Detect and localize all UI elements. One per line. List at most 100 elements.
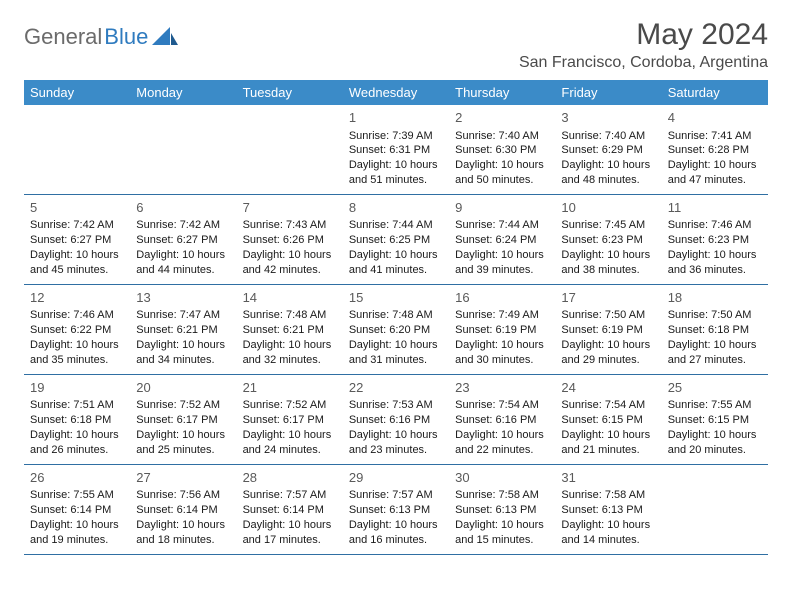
day-number: 19 bbox=[30, 379, 124, 397]
sunset-line: Sunset: 6:21 PM bbox=[243, 323, 337, 338]
calendar-cell: 16Sunrise: 7:49 AMSunset: 6:19 PMDayligh… bbox=[449, 285, 555, 375]
day-info: Sunrise: 7:44 AMSunset: 6:25 PMDaylight:… bbox=[349, 218, 443, 277]
sunrise-line: Sunrise: 7:50 AM bbox=[668, 308, 762, 323]
day-number: 1 bbox=[349, 109, 443, 127]
daylight-line: Daylight: 10 hours and 26 minutes. bbox=[30, 428, 124, 458]
calendar-cell: 29Sunrise: 7:57 AMSunset: 6:13 PMDayligh… bbox=[343, 465, 449, 555]
day-number: 4 bbox=[668, 109, 762, 127]
sunrise-line: Sunrise: 7:40 AM bbox=[455, 129, 549, 144]
daylight-line: Daylight: 10 hours and 48 minutes. bbox=[561, 158, 655, 188]
day-number: 11 bbox=[668, 199, 762, 217]
calendar-cell: 24Sunrise: 7:54 AMSunset: 6:15 PMDayligh… bbox=[555, 375, 661, 465]
day-info: Sunrise: 7:57 AMSunset: 6:13 PMDaylight:… bbox=[349, 488, 443, 547]
day-info: Sunrise: 7:40 AMSunset: 6:29 PMDaylight:… bbox=[561, 129, 655, 188]
calendar-cell: 5Sunrise: 7:42 AMSunset: 6:27 PMDaylight… bbox=[24, 195, 130, 285]
sunset-line: Sunset: 6:15 PM bbox=[668, 413, 762, 428]
calendar-body: 1 Sunrise: 7:39 AMSunset: 6:31 PMDaylight… bbox=[24, 105, 768, 555]
day-number: 7 bbox=[243, 199, 337, 217]
calendar-cell: 19Sunrise: 7:51 AMSunset: 6:18 PMDayligh… bbox=[24, 375, 130, 465]
calendar: SundayMondayTuesdayWednesdayThursdayFrid… bbox=[24, 80, 768, 555]
weekday-header: Saturday bbox=[662, 80, 768, 105]
calendar-cell: 3 Sunrise: 7:40 AMSunset: 6:29 PMDaylight… bbox=[555, 105, 661, 195]
sunrise-line: Sunrise: 7:39 AM bbox=[349, 129, 443, 144]
daylight-line: Daylight: 10 hours and 44 minutes. bbox=[136, 248, 230, 278]
daylight-line: Daylight: 10 hours and 47 minutes. bbox=[668, 158, 762, 188]
sunrise-line: Sunrise: 7:47 AM bbox=[136, 308, 230, 323]
daylight-line: Daylight: 10 hours and 19 minutes. bbox=[30, 518, 124, 548]
sunrise-line: Sunrise: 7:44 AM bbox=[349, 218, 443, 233]
sunrise-line: Sunrise: 7:57 AM bbox=[349, 488, 443, 503]
sunrise-line: Sunrise: 7:45 AM bbox=[561, 218, 655, 233]
day-info: Sunrise: 7:51 AMSunset: 6:18 PMDaylight:… bbox=[30, 398, 124, 457]
sunrise-line: Sunrise: 7:46 AM bbox=[30, 308, 124, 323]
title-block: May 2024 San Francisco, Cordoba, Argenti… bbox=[519, 18, 768, 72]
weekday-header: Tuesday bbox=[237, 80, 343, 105]
calendar-cell: 4Sunrise: 7:41 AMSunset: 6:28 PMDaylight… bbox=[662, 105, 768, 195]
day-number: 9 bbox=[455, 199, 549, 217]
daylight-line: Daylight: 10 hours and 34 minutes. bbox=[136, 338, 230, 368]
calendar-header-row: SundayMondayTuesdayWednesdayThursdayFrid… bbox=[24, 80, 768, 105]
daylight-line: Daylight: 10 hours and 32 minutes. bbox=[243, 338, 337, 368]
calendar-cell: 25Sunrise: 7:55 AMSunset: 6:15 PMDayligh… bbox=[662, 375, 768, 465]
day-number: 5 bbox=[30, 199, 124, 217]
day-info: Sunrise: 7:58 AMSunset: 6:13 PMDaylight:… bbox=[561, 488, 655, 547]
calendar-cell: 22Sunrise: 7:53 AMSunset: 6:16 PMDayligh… bbox=[343, 375, 449, 465]
calendar-cell: 11Sunrise: 7:46 AMSunset: 6:23 PMDayligh… bbox=[662, 195, 768, 285]
day-number: 15 bbox=[349, 289, 443, 307]
day-number: 31 bbox=[561, 469, 655, 487]
daylight-line: Daylight: 10 hours and 23 minutes. bbox=[349, 428, 443, 458]
weekday-header: Wednesday bbox=[343, 80, 449, 105]
logo-text-blue: Blue bbox=[104, 24, 148, 50]
sunrise-line: Sunrise: 7:54 AM bbox=[455, 398, 549, 413]
day-number: 10 bbox=[561, 199, 655, 217]
daylight-line: Daylight: 10 hours and 51 minutes. bbox=[349, 158, 443, 188]
calendar-cell-empty bbox=[662, 465, 768, 555]
logo-text-general: General bbox=[24, 24, 102, 50]
day-info: Sunrise: 7:56 AMSunset: 6:14 PMDaylight:… bbox=[136, 488, 230, 547]
daylight-line: Daylight: 10 hours and 36 minutes. bbox=[668, 248, 762, 278]
sunset-line: Sunset: 6:27 PM bbox=[30, 233, 124, 248]
daylight-line: Daylight: 10 hours and 16 minutes. bbox=[349, 518, 443, 548]
calendar-cell: 15Sunrise: 7:48 AMSunset: 6:20 PMDayligh… bbox=[343, 285, 449, 375]
month-year: May 2024 bbox=[519, 18, 768, 52]
day-info: Sunrise: 7:39 AMSunset: 6:31 PMDaylight:… bbox=[349, 129, 443, 188]
day-number: 3 bbox=[561, 109, 655, 127]
day-info: Sunrise: 7:55 AMSunset: 6:15 PMDaylight:… bbox=[668, 398, 762, 457]
day-number: 21 bbox=[243, 379, 337, 397]
daylight-line: Daylight: 10 hours and 29 minutes. bbox=[561, 338, 655, 368]
sunrise-line: Sunrise: 7:50 AM bbox=[561, 308, 655, 323]
sunrise-line: Sunrise: 7:49 AM bbox=[455, 308, 549, 323]
sunset-line: Sunset: 6:16 PM bbox=[349, 413, 443, 428]
day-info: Sunrise: 7:48 AMSunset: 6:20 PMDaylight:… bbox=[349, 308, 443, 367]
day-number: 12 bbox=[30, 289, 124, 307]
weekday-header: Thursday bbox=[449, 80, 555, 105]
day-info: Sunrise: 7:40 AMSunset: 6:30 PMDaylight:… bbox=[455, 129, 549, 188]
day-number: 29 bbox=[349, 469, 443, 487]
daylight-line: Daylight: 10 hours and 41 minutes. bbox=[349, 248, 443, 278]
day-number: 30 bbox=[455, 469, 549, 487]
sunset-line: Sunset: 6:21 PM bbox=[136, 323, 230, 338]
calendar-cell: 6Sunrise: 7:42 AMSunset: 6:27 PMDaylight… bbox=[130, 195, 236, 285]
calendar-cell-empty bbox=[130, 105, 236, 195]
day-info: Sunrise: 7:58 AMSunset: 6:13 PMDaylight:… bbox=[455, 488, 549, 547]
calendar-cell: 30Sunrise: 7:58 AMSunset: 6:13 PMDayligh… bbox=[449, 465, 555, 555]
sunrise-line: Sunrise: 7:54 AM bbox=[561, 398, 655, 413]
sunset-line: Sunset: 6:18 PM bbox=[668, 323, 762, 338]
daylight-line: Daylight: 10 hours and 24 minutes. bbox=[243, 428, 337, 458]
sunrise-line: Sunrise: 7:40 AM bbox=[561, 129, 655, 144]
day-number: 13 bbox=[136, 289, 230, 307]
sunset-line: Sunset: 6:25 PM bbox=[349, 233, 443, 248]
day-info: Sunrise: 7:50 AMSunset: 6:19 PMDaylight:… bbox=[561, 308, 655, 367]
sunset-line: Sunset: 6:28 PM bbox=[668, 143, 762, 158]
day-number: 18 bbox=[668, 289, 762, 307]
daylight-line: Daylight: 10 hours and 31 minutes. bbox=[349, 338, 443, 368]
calendar-cell: 20Sunrise: 7:52 AMSunset: 6:17 PMDayligh… bbox=[130, 375, 236, 465]
day-info: Sunrise: 7:50 AMSunset: 6:18 PMDaylight:… bbox=[668, 308, 762, 367]
sunrise-line: Sunrise: 7:48 AM bbox=[349, 308, 443, 323]
day-number: 2 bbox=[455, 109, 549, 127]
day-info: Sunrise: 7:45 AMSunset: 6:23 PMDaylight:… bbox=[561, 218, 655, 277]
daylight-line: Daylight: 10 hours and 30 minutes. bbox=[455, 338, 549, 368]
day-number: 28 bbox=[243, 469, 337, 487]
sunset-line: Sunset: 6:26 PM bbox=[243, 233, 337, 248]
calendar-cell: 7Sunrise: 7:43 AMSunset: 6:26 PMDaylight… bbox=[237, 195, 343, 285]
